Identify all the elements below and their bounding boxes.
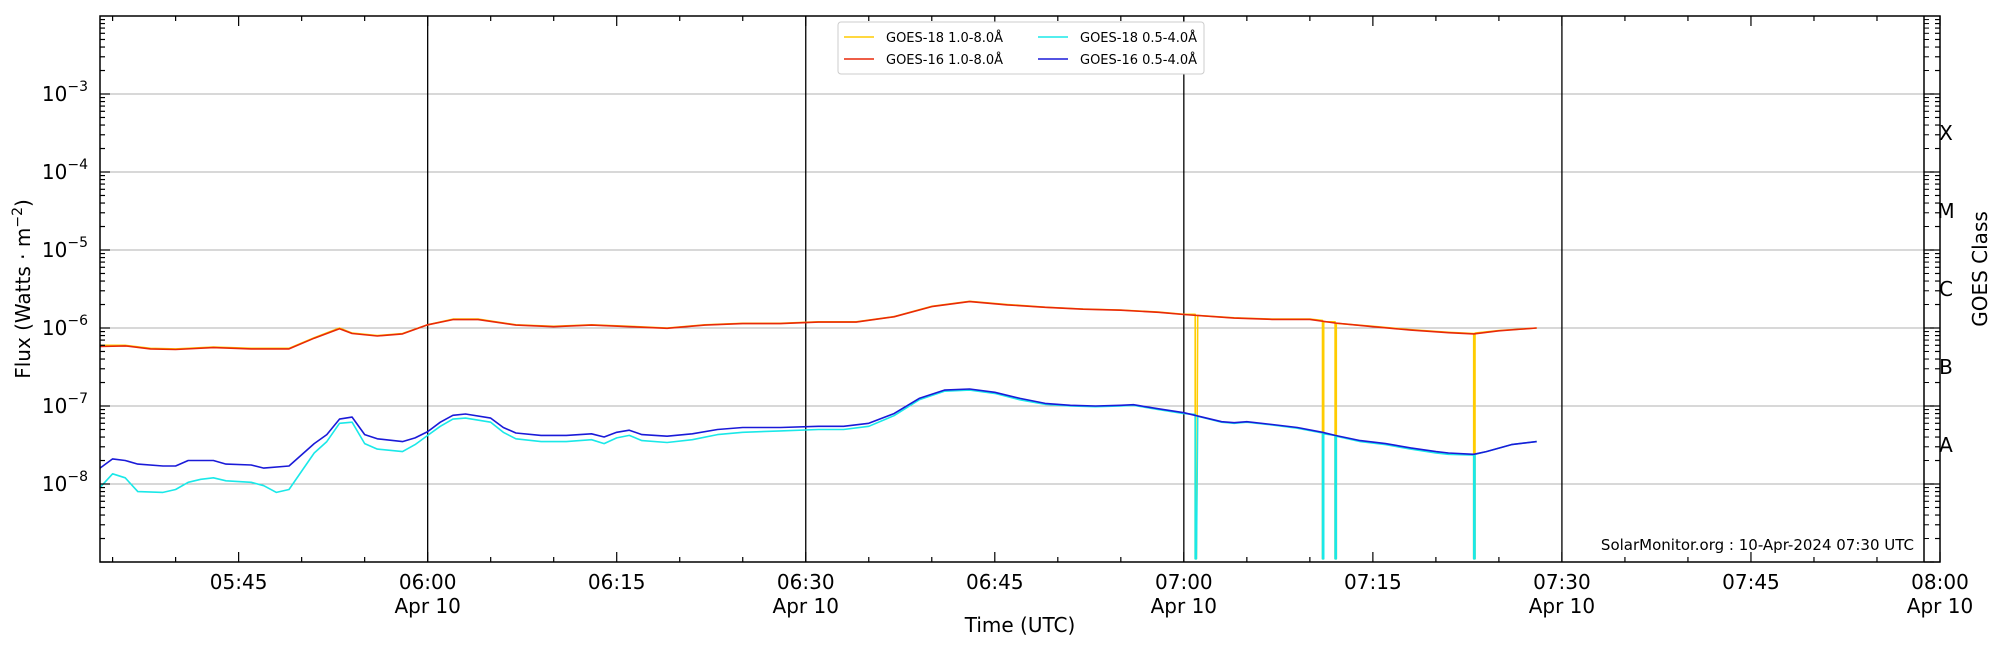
legend-label: GOES-18 1.0-8.0Å: [886, 30, 1003, 46]
series-line: [99, 300, 1537, 351]
y-tick-base: 10: [42, 472, 67, 496]
goes-class-label: M: [1937, 199, 1954, 223]
x-tick-label: 08:00: [1911, 570, 1969, 594]
x-tick-date-label: Apr 10: [1529, 594, 1595, 618]
y-tick-power: −8: [67, 469, 88, 485]
x-tick-label: 07:30: [1533, 570, 1591, 594]
y-tick-power: −5: [67, 235, 88, 251]
y-tick-base: 10: [42, 160, 67, 184]
series-layer: [99, 300, 1537, 560]
y-tick-power: −4: [67, 157, 88, 173]
y-tick-label: 10−6: [42, 313, 88, 340]
x-tick-label: 06:15: [588, 570, 646, 594]
goes-class-label: C: [1939, 277, 1953, 301]
x-tick-date-label: Apr 10: [394, 594, 460, 618]
y-tick-power: −7: [67, 391, 88, 407]
y-tick-base: 10: [42, 316, 67, 340]
y-axis-title-close: ): [11, 199, 35, 207]
credit-text: SolarMonitor.org : 10-Apr-2024 07:30 UTC: [1601, 536, 1914, 554]
y-tick-label: 10−4: [42, 157, 88, 184]
x-tick-label: 07:00: [1155, 570, 1213, 594]
goes-class-labels: A B C M X: [1924, 19, 1955, 563]
y-axis-title-main: Flux (Watts · m: [11, 228, 35, 379]
y-tick-base: 10: [42, 238, 67, 262]
day-marker-lines: [427, 16, 1563, 562]
legend-label: GOES-18 0.5-4.0Å: [1080, 30, 1197, 46]
x-tick-label: 06:45: [966, 570, 1024, 594]
goes-class-axis-title: GOES Class: [1968, 211, 1992, 327]
x-axis-title: Time (UTC): [964, 613, 1076, 637]
y-axis-title: Flux (Watts · m−2): [10, 199, 35, 379]
goes-class-label: X: [1939, 121, 1953, 145]
x-tick-date-label: Apr 10: [1907, 594, 1973, 618]
y-tick-power: −6: [67, 313, 88, 329]
legend-box: [837, 21, 1205, 75]
x-tick-date-label: Apr 10: [1151, 594, 1217, 618]
y-tick-label: 10−3: [42, 79, 88, 106]
y-tick-label: 10−8: [42, 469, 88, 496]
y-tick-base: 10: [42, 82, 67, 106]
x-tick-label: 06:00: [399, 570, 457, 594]
x-tick-label: 07:45: [1722, 570, 1780, 594]
y-tick-label: 10−7: [42, 391, 88, 418]
goes-class-label: B: [1939, 355, 1953, 379]
series-line: [99, 388, 1537, 469]
x-tick-label: 05:45: [210, 570, 268, 594]
series-line: [99, 389, 1537, 560]
legend: GOES-18 1.0-8.0Å GOES-16 1.0-8.0Å GOES-18 …: [837, 21, 1205, 75]
grid-lines: [100, 93, 1924, 485]
legend-label: GOES-16 1.0-8.0Å: [886, 52, 1003, 68]
legend-items: GOES-18 1.0-8.0Å GOES-16 1.0-8.0Å GOES-18 …: [844, 30, 1197, 68]
plot-frame: [99, 15, 1941, 563]
y-tick-base: 10: [42, 394, 67, 418]
legend-label: GOES-16 0.5-4.0Å: [1080, 52, 1197, 68]
y-tick-power: −3: [67, 79, 88, 95]
x-tick-label: 07:15: [1344, 570, 1402, 594]
x-tick-date-label: Apr 10: [773, 594, 839, 618]
x-tick-label: 06:30: [777, 570, 835, 594]
y-tick-label: 10−5: [42, 235, 88, 262]
goes-class-label: A: [1939, 433, 1953, 457]
y-axis-ticks: 10−810−710−610−510−410−3: [42, 18, 1940, 563]
y-axis-title-superscript: −2: [10, 207, 26, 228]
